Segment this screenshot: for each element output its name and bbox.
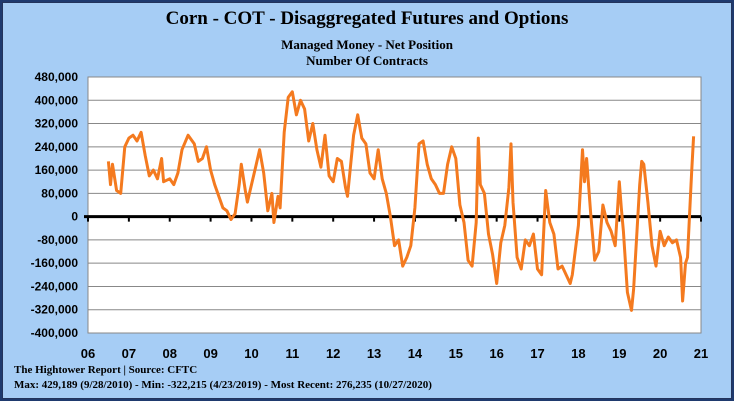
x-tick-label: 21 <box>694 346 708 361</box>
x-tick-label: 15 <box>449 346 463 361</box>
x-tick-label: 12 <box>326 346 340 361</box>
x-tick-label: 06 <box>81 346 95 361</box>
x-tick-label: 20 <box>653 346 667 361</box>
chart-title: Corn - COT - Disaggregated Futures and O… <box>165 8 569 29</box>
x-tick-label: 16 <box>489 346 503 361</box>
x-tick-label: 14 <box>408 346 423 361</box>
y-tick-label: -400,000 <box>31 326 79 340</box>
y-tick-label: 480,000 <box>35 70 79 84</box>
x-tick-label: 10 <box>244 346 258 361</box>
chart-subtitle-1: Managed Money - Net Position <box>281 37 453 52</box>
x-tick-label: 07 <box>122 346 136 361</box>
y-tick-label: -80,000 <box>37 233 78 247</box>
x-tick-label: 11 <box>285 346 299 361</box>
x-tick-label: 19 <box>612 346 626 361</box>
y-tick-label: -160,000 <box>31 256 79 270</box>
chart-subtitle-2: Number Of Contracts <box>306 53 428 68</box>
y-tick-label: 160,000 <box>35 163 79 177</box>
x-tick-label: 08 <box>162 346 176 361</box>
series-line <box>106 90 696 312</box>
plot-area <box>87 76 702 334</box>
x-tick-label: 13 <box>367 346 381 361</box>
x-tick-label: 17 <box>530 346 544 361</box>
y-tick-label: 80,000 <box>41 186 78 200</box>
y-tick-label: 0 <box>71 210 78 224</box>
source-note: The Hightower Report | Source: CFTC <box>14 364 198 376</box>
stats-note: Max: 429,189 (9/28/2010) - Min: -322,215… <box>14 379 432 391</box>
y-tick-label: -320,000 <box>31 303 79 317</box>
y-tick-label: 240,000 <box>35 140 79 154</box>
x-tick-label: 18 <box>571 346 585 361</box>
x-tick-label: 09 <box>203 346 217 361</box>
y-tick-label: 320,000 <box>35 117 79 131</box>
y-tick-label: -240,000 <box>31 279 79 293</box>
y-tick-label: 400,000 <box>35 93 79 107</box>
